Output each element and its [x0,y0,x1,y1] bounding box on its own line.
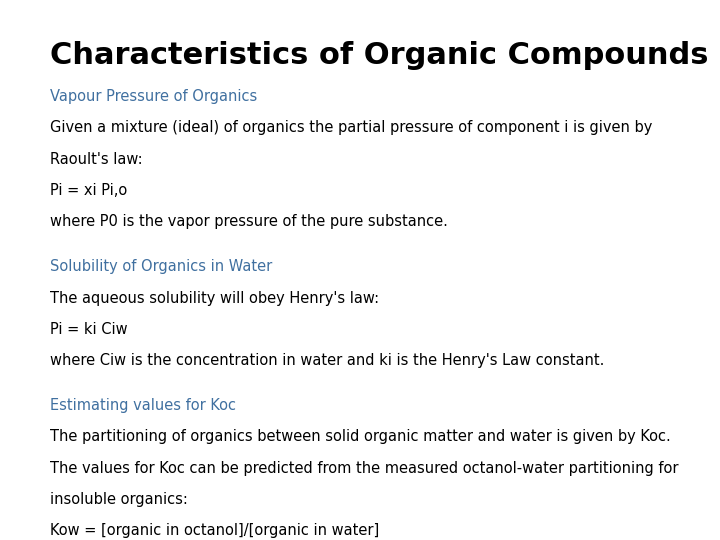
Text: Vapour Pressure of Organics: Vapour Pressure of Organics [50,89,258,104]
Text: insoluble organics:: insoluble organics: [50,492,188,507]
Text: Given a mixture (ideal) of organics the partial pressure of component i is given: Given a mixture (ideal) of organics the … [50,120,653,136]
Text: Raoult's law:: Raoult's law: [50,152,143,167]
Text: where Ciw is the concentration in water and ki is the Henry's Law constant.: where Ciw is the concentration in water … [50,353,605,368]
Text: Estimating values for Koc: Estimating values for Koc [50,398,236,413]
Text: The values for Koc can be predicted from the measured octanol-water partitioning: The values for Koc can be predicted from… [50,461,679,476]
Text: Characteristics of Organic Compounds: Characteristics of Organic Compounds [50,40,709,70]
Text: Pi = xi Pi,o: Pi = xi Pi,o [50,183,127,198]
Text: Solubility of Organics in Water: Solubility of Organics in Water [50,259,273,274]
Text: The partitioning of organics between solid organic matter and water is given by : The partitioning of organics between sol… [50,429,671,444]
Text: The aqueous solubility will obey Henry's law:: The aqueous solubility will obey Henry's… [50,291,379,306]
Text: Pi = ki Ciw: Pi = ki Ciw [50,322,128,337]
Text: where P0 is the vapor pressure of the pure substance.: where P0 is the vapor pressure of the pu… [50,214,449,230]
Text: Kow = [organic in octanol]/[organic in water]: Kow = [organic in octanol]/[organic in w… [50,523,379,538]
